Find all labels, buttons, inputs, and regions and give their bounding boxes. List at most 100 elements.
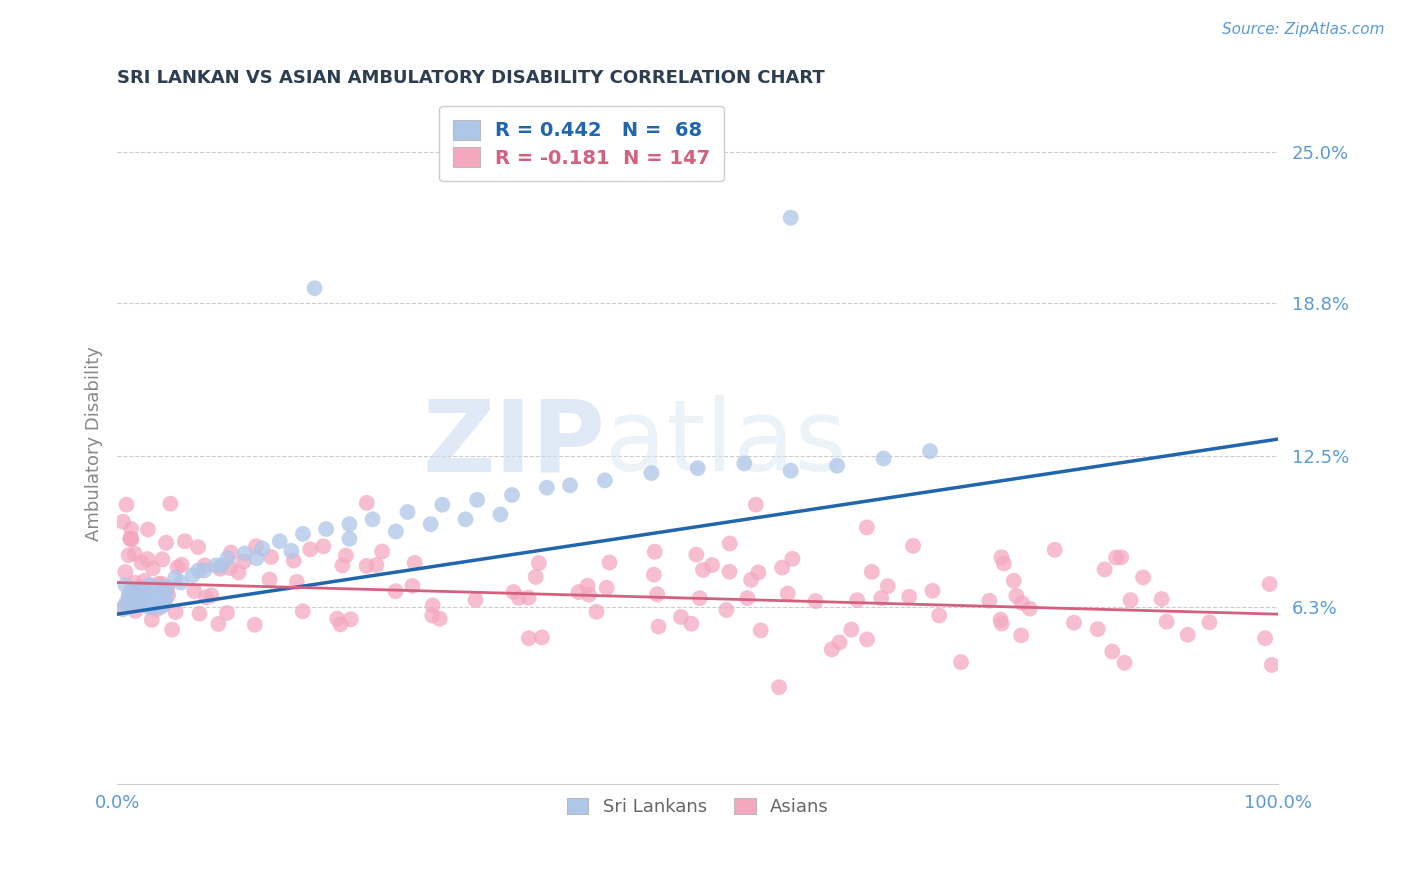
- Point: [291, 527, 314, 541]
- Point: [259, 573, 281, 587]
- Point: [141, 599, 163, 614]
- Point: [194, 591, 217, 605]
- Point: [120, 522, 142, 536]
- Point: [127, 588, 149, 602]
- Point: [118, 548, 141, 562]
- Point: [1119, 593, 1142, 607]
- Point: [141, 613, 163, 627]
- Point: [716, 603, 738, 617]
- Point: [332, 558, 354, 573]
- Point: [356, 496, 378, 510]
- Point: [304, 281, 326, 295]
- Point: [233, 546, 256, 560]
- Point: [252, 541, 274, 556]
- Text: SRI LANKAN VS ASIAN AMBULATORY DISABILITY CORRELATION CHART: SRI LANKAN VS ASIAN AMBULATORY DISABILIT…: [117, 69, 825, 87]
- Point: [335, 549, 357, 563]
- Point: [979, 593, 1001, 607]
- Point: [921, 583, 943, 598]
- Point: [990, 616, 1012, 631]
- Point: [136, 523, 159, 537]
- Point: [142, 561, 165, 575]
- Point: [145, 588, 167, 602]
- Point: [155, 590, 177, 604]
- Point: [339, 612, 361, 626]
- Point: [124, 575, 146, 590]
- Point: [329, 617, 352, 632]
- Point: [578, 588, 600, 602]
- Point: [598, 556, 620, 570]
- Point: [285, 574, 308, 589]
- Point: [121, 592, 143, 607]
- Point: [112, 600, 135, 615]
- Point: [1101, 644, 1123, 658]
- Point: [596, 581, 619, 595]
- Point: [1258, 577, 1281, 591]
- Point: [872, 451, 894, 466]
- Point: [1177, 628, 1199, 642]
- Point: [283, 553, 305, 567]
- Point: [1150, 592, 1173, 607]
- Point: [1018, 601, 1040, 615]
- Point: [232, 555, 254, 569]
- Point: [1156, 615, 1178, 629]
- Point: [207, 617, 229, 632]
- Point: [160, 623, 183, 637]
- Point: [211, 558, 233, 573]
- Point: [749, 624, 772, 638]
- Point: [228, 566, 250, 580]
- Point: [146, 595, 169, 609]
- Point: [689, 591, 711, 606]
- Point: [585, 605, 607, 619]
- Text: ZIP: ZIP: [422, 395, 605, 492]
- Point: [150, 581, 173, 595]
- Legend: Sri Lankans, Asians: Sri Lankans, Asians: [560, 790, 837, 823]
- Point: [422, 599, 444, 613]
- Point: [157, 588, 180, 602]
- Point: [155, 535, 177, 549]
- Point: [183, 584, 205, 599]
- Point: [165, 605, 187, 619]
- Point: [114, 578, 136, 592]
- Point: [142, 590, 165, 604]
- Point: [404, 556, 426, 570]
- Point: [114, 565, 136, 579]
- Point: [132, 592, 155, 607]
- Point: [339, 517, 361, 532]
- Point: [124, 547, 146, 561]
- Point: [215, 606, 238, 620]
- Point: [828, 635, 851, 649]
- Point: [747, 566, 769, 580]
- Point: [1005, 589, 1028, 603]
- Point: [339, 532, 361, 546]
- Point: [718, 536, 741, 550]
- Point: [125, 595, 148, 609]
- Point: [898, 590, 921, 604]
- Point: [131, 556, 153, 570]
- Point: [218, 561, 240, 575]
- Point: [860, 565, 883, 579]
- Point: [419, 517, 441, 532]
- Point: [776, 586, 799, 600]
- Point: [118, 589, 141, 603]
- Point: [949, 655, 972, 669]
- Point: [745, 498, 768, 512]
- Point: [1010, 628, 1032, 642]
- Point: [312, 539, 335, 553]
- Point: [517, 631, 540, 645]
- Point: [640, 466, 662, 480]
- Point: [517, 591, 540, 605]
- Point: [299, 542, 322, 557]
- Point: [118, 588, 141, 602]
- Point: [129, 591, 152, 606]
- Point: [170, 558, 193, 572]
- Point: [148, 582, 170, 597]
- Point: [685, 548, 707, 562]
- Point: [187, 540, 209, 554]
- Point: [269, 534, 291, 549]
- Point: [181, 568, 204, 582]
- Point: [159, 497, 181, 511]
- Point: [146, 602, 169, 616]
- Point: [568, 585, 591, 599]
- Point: [1109, 550, 1132, 565]
- Point: [990, 613, 1012, 627]
